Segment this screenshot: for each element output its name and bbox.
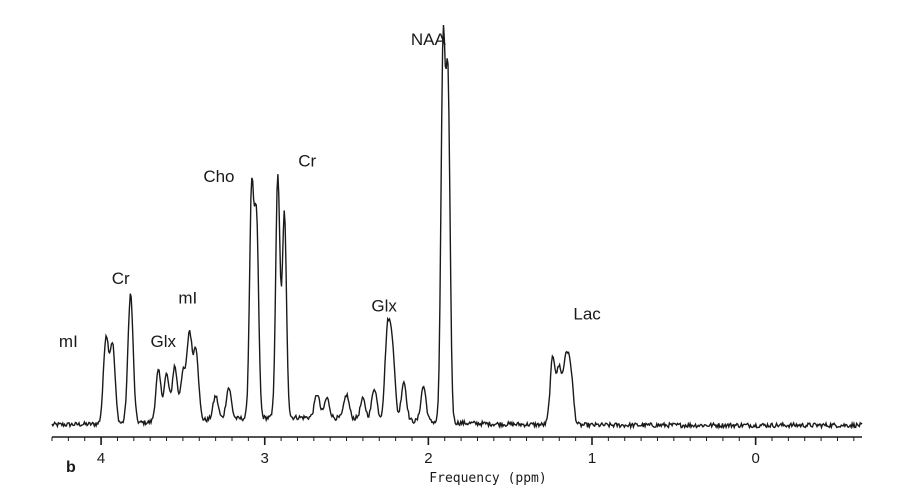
x-tick-label: 4 [97, 450, 105, 467]
x-tick-label: 0 [751, 450, 759, 467]
peak-label: Glx [371, 297, 397, 316]
spectrum-line [51, 25, 863, 431]
x-tick-label: 2 [424, 450, 432, 467]
panel-label: b [66, 459, 76, 476]
peak-label: Cr [112, 269, 130, 288]
peak-label: mI [178, 289, 197, 308]
peak-label: Glx [151, 332, 177, 351]
x-tick-label: 1 [588, 450, 596, 467]
peak-label: mI [59, 332, 78, 351]
peak-label: Cr [298, 152, 316, 171]
peak-label: NAA [411, 30, 447, 49]
x-axis: 4 3 2 1 0 [51, 436, 862, 467]
peak-label: Cho [203, 167, 234, 186]
x-axis-title: Frequency (ppm) [429, 471, 546, 486]
spectrum-layer [51, 25, 863, 431]
peak-label: Lac [573, 304, 601, 323]
peak-annotations: mI Cr Glx mI Cho Cr Glx NAA Lac [59, 30, 601, 351]
x-tick-label: 3 [261, 450, 269, 467]
